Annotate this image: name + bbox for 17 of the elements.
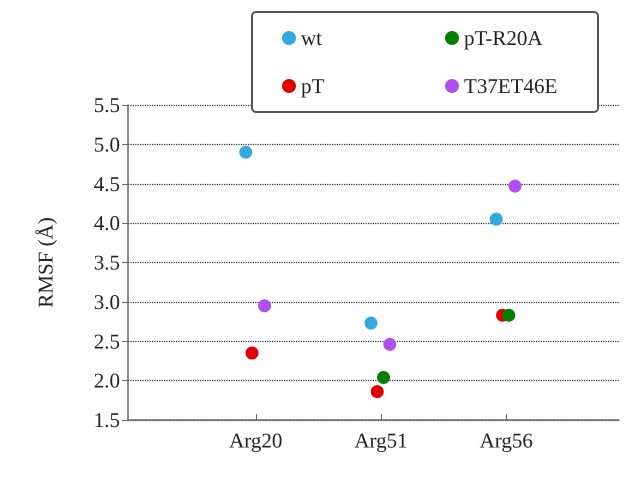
y-tick-label: 5.5 xyxy=(94,93,120,117)
legend-label: T37ET46E xyxy=(464,74,558,98)
y-axis-title: RMSF (Å) xyxy=(34,217,58,308)
y-tick-label: 4.5 xyxy=(94,172,120,196)
x-tick-label: Arg56 xyxy=(480,428,533,452)
y-tick-label: 2.5 xyxy=(94,329,120,354)
x-tick-label: Arg20 xyxy=(229,428,282,452)
y-tick-label: 5.0 xyxy=(94,132,120,156)
x-tick-label: Arg51 xyxy=(354,428,408,452)
y-tick-label: 3.5 xyxy=(94,250,120,274)
legend-label: pT xyxy=(301,74,324,98)
y-tick-label: 3.0 xyxy=(94,290,120,314)
y-tick-label: 1.5 xyxy=(94,408,120,432)
y-tick-label: 4.0 xyxy=(94,211,120,236)
legend-label: wt xyxy=(301,26,322,50)
y-tick-label: 2.0 xyxy=(94,368,120,393)
legend-label: pT-R20A xyxy=(464,26,544,50)
